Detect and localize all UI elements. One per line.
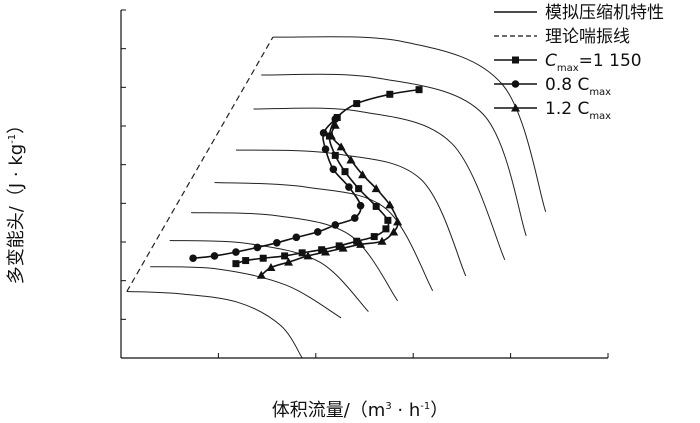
square-marker <box>386 90 394 98</box>
x-axis-label: 体积流量/（m3 · h-1） <box>272 400 449 421</box>
square-marker <box>512 56 519 64</box>
square-marker <box>384 216 392 224</box>
triangle-marker <box>511 103 520 112</box>
circle-marker <box>331 115 340 123</box>
surge-line <box>126 36 274 292</box>
speed-curve <box>261 73 527 236</box>
square-marker <box>335 242 343 250</box>
square-marker <box>355 185 363 193</box>
square-marker <box>341 168 349 176</box>
square-marker <box>370 233 378 241</box>
triangle-marker <box>321 247 331 256</box>
circle-marker <box>189 254 197 263</box>
circle-marker <box>329 165 338 174</box>
legend-label: 1.2 Cmax <box>545 99 611 122</box>
speed-curve <box>235 149 467 277</box>
triangle-marker <box>346 155 356 164</box>
triangle-marker <box>330 120 340 129</box>
legend-label: 理论喘振线 <box>545 27 630 47</box>
triangle-marker <box>303 251 313 260</box>
triangle-marker <box>356 239 366 248</box>
triangle-marker <box>393 217 403 226</box>
legend-label: 0.8 Cmax <box>545 75 611 98</box>
y-axis-label: 多变能头/（J · kg-1） <box>6 116 27 284</box>
square-marker <box>242 257 250 265</box>
series-line <box>235 88 420 265</box>
legend-item-c12: 1.2 Cmax <box>494 99 611 122</box>
speed-curve <box>272 36 547 212</box>
tick-labels <box>120 9 609 359</box>
circle-marker <box>273 238 281 247</box>
speed-curve <box>214 182 434 291</box>
circle-marker <box>321 145 330 153</box>
square-marker <box>232 260 240 268</box>
square-marker <box>318 246 326 254</box>
legend-label: Cmax=1 150 <box>545 51 642 74</box>
legend-label-sub: max <box>589 111 611 122</box>
triangle-marker <box>358 170 368 179</box>
legend-label-sub: max <box>589 87 611 98</box>
square-marker <box>353 237 361 245</box>
series-square <box>232 86 423 268</box>
series-line <box>193 118 362 259</box>
circle-marker <box>331 221 340 229</box>
triangle-marker <box>284 257 294 266</box>
legend-label-main: 0.8 C <box>545 75 589 95</box>
speed-curve <box>169 240 369 312</box>
legend-item-c08: 0.8 Cmax <box>494 75 611 98</box>
circle-marker <box>356 201 365 210</box>
triangle-marker <box>336 142 346 151</box>
speed-curve <box>150 266 342 319</box>
series-circle <box>189 115 365 263</box>
square-marker <box>415 86 423 94</box>
surge-line-path <box>126 36 274 292</box>
legend-label-rest: =1 150 <box>579 51 642 71</box>
triangle-marker <box>266 263 276 272</box>
legend-item-surge: 理论喘振线 <box>494 27 630 47</box>
square-marker <box>331 151 339 159</box>
legend-item-c1150: Cmax=1 150 <box>494 51 642 74</box>
square-marker <box>372 202 380 210</box>
circle-marker <box>253 243 262 252</box>
legend-label-sub: max <box>557 63 579 74</box>
square-marker <box>382 225 390 233</box>
speed-curve <box>253 107 506 261</box>
characteristic-curves <box>126 36 547 359</box>
legend-label: 模拟压缩机特性 <box>545 3 664 23</box>
legend-item-sim: 模拟压缩机特性 <box>494 3 664 23</box>
series-lines <box>189 86 423 279</box>
speed-curve <box>126 291 303 359</box>
legend-label-main: C <box>545 51 557 71</box>
circle-marker <box>292 233 301 242</box>
triangle-marker <box>389 227 399 236</box>
triangle-marker <box>326 131 336 140</box>
triangle-marker <box>385 200 395 209</box>
circle-marker <box>232 248 240 256</box>
circle-marker <box>345 183 353 191</box>
square-marker <box>281 252 289 260</box>
legend-label-main: 1.2 C <box>545 99 589 119</box>
speed-curve <box>191 212 399 302</box>
circle-marker <box>350 214 359 222</box>
axes <box>120 10 608 359</box>
triangle-marker <box>256 270 266 279</box>
square-marker <box>298 249 306 257</box>
square-marker <box>259 254 267 262</box>
circle-marker <box>319 129 328 137</box>
circle-marker <box>210 252 219 260</box>
triangle-marker <box>377 236 387 245</box>
triangle-marker <box>338 243 348 252</box>
circle-marker <box>511 80 520 88</box>
square-marker <box>353 100 361 108</box>
circle-marker <box>313 228 322 236</box>
triangle-marker <box>371 184 381 193</box>
series-triangle <box>256 120 403 279</box>
